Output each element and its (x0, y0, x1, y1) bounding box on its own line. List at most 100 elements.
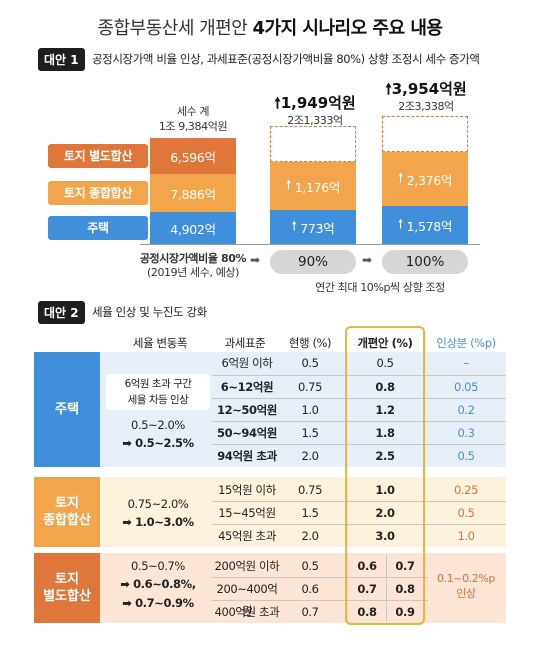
col1-separate-bar: 6,596억 (150, 138, 236, 174)
col2-separate-placeholder (270, 126, 356, 162)
arrow-right-icon: ➡ (250, 253, 261, 267)
proposal-rate-cell: 0.5 (376, 356, 394, 370)
col1-total-label: 세수 계 (176, 105, 210, 118)
table-row: 200억원 이하 0.5 0.6 0.7 (212, 555, 428, 577)
tax-base-cell: 50~94억원 (216, 426, 277, 440)
row-divider (212, 577, 428, 578)
proposal-rate-cell-a: 0.6 (357, 559, 377, 573)
table-row: 6억원 이하 0.5 0.5 – (212, 352, 506, 375)
table-row: 50~94억원 1.5 1.8 0.3 (212, 422, 506, 444)
row-divider (212, 524, 506, 525)
arrow-right-icon: ➡ (122, 596, 136, 610)
arrow-right-icon: ➡ (122, 515, 136, 529)
current-rate-cell: 0.5 (301, 356, 319, 370)
col3-increase: 🠕3,954억원 (385, 80, 467, 98)
aggregate-rows: 15억원 이하 0.75 1.0 0.25 15~45억원 1.5 2.0 0.… (212, 479, 506, 547)
arrow-right-icon: ➡ (120, 577, 134, 591)
up-arrow-icon: 🠕 (385, 80, 392, 98)
proposal-column-highlight (345, 326, 425, 625)
increase-cell: 0.5 (457, 506, 475, 520)
up-arrow-icon: 🠕 (291, 217, 301, 233)
current-rate-cell: 1.5 (301, 506, 319, 520)
row-divider (212, 375, 506, 376)
col3-separate-placeholder (382, 116, 468, 152)
separate-increase-line1: 0.1~0.2%p (436, 572, 496, 585)
row-divider (212, 600, 428, 601)
col3-total: 2조3,338억 (398, 100, 454, 113)
tax-base-cell: 6억원 이하 (221, 356, 273, 370)
legend-housing: 주택 (48, 216, 148, 240)
separate-category: 토지 별도합산 (34, 553, 100, 623)
increase-cell: 0.25 (453, 483, 478, 497)
proposal-rate-cell: 2.0 (375, 506, 395, 520)
separate-section-bg (34, 553, 506, 623)
increase-cell: 0.05 (453, 380, 478, 394)
page-title: 종합부동산세 개편안 4가지 시나리오 주요 내용 (97, 18, 443, 39)
tax-base-cell: 200억원 이하 (214, 559, 280, 573)
current-rate-cell: 0.75 (297, 380, 322, 394)
row-divider (212, 398, 506, 399)
pill-100: 100% (382, 250, 468, 274)
table-row: 94억원 초과 2.0 2.5 0.5 (212, 445, 506, 467)
tax-base-cell: 45억원 초과 (218, 529, 276, 543)
legend-land-separate: 토지 별도합산 (48, 144, 148, 168)
current-rate-cell: 0.5 (301, 559, 319, 573)
proposal-rate-cell-b: 0.9 (395, 605, 415, 619)
plan2-badge: 대안 2 (38, 301, 85, 324)
chart-baseline (140, 244, 480, 245)
row-divider (212, 501, 506, 502)
col1-aggregate-bar: 7,886억 (150, 174, 236, 212)
housing-note-line1: 6억원 초과 구간 (124, 378, 192, 390)
up-arrow-icon: 🠕 (274, 94, 281, 112)
col3-housing-bar: 🠕 1,578억 (382, 206, 468, 244)
proposal-rate-cell-a: 0.7 (357, 582, 377, 596)
current-rate-cell: 0.75 (297, 483, 322, 497)
up-arrow-icon: 🠕 (285, 176, 295, 192)
table-row: 6~12억원 0.75 0.8 0.05 (212, 376, 506, 398)
separate-range-old: 0.5~0.7% (131, 559, 185, 573)
proposal-rate-cell: 1.8 (375, 426, 395, 440)
separate-range-new2: ➡ 0.7~0.9% (122, 596, 194, 610)
separate-rows: 200억원 이하 0.5 0.6 0.7 200~400억원 0.6 0.7 0… (212, 555, 428, 623)
increase-cell: 0.5 (457, 449, 475, 463)
proposal-rate-cell: 1.2 (375, 403, 395, 417)
current-rate-cell: 1.5 (301, 426, 319, 440)
col3-aggregate-bar: 🠕 2,376억 (382, 152, 468, 206)
axis-label-base: 공정시장가액비율 80% (139, 252, 247, 265)
tax-base-cell: 94억원 초과 (217, 449, 277, 463)
col2-housing-bar: 🠕 773억 (270, 210, 356, 244)
current-rate-cell: 0.6 (301, 582, 319, 596)
housing-rows: 6억원 이하 0.5 0.5 – 6~12억원 0.75 0.8 0.05 12… (212, 352, 506, 467)
separate-increase-line2: 인상 (456, 587, 476, 600)
increase-cell: 0.3 (457, 426, 475, 440)
row-divider (212, 421, 506, 422)
current-rate-cell: 2.0 (301, 529, 319, 543)
housing-note: 6억원 초과 구간 세율 차등 인상 (106, 374, 210, 410)
proposal-split-divider (386, 555, 387, 621)
header-proposal: 개편안 (%) (357, 336, 413, 350)
current-rate-cell: 0.7 (301, 605, 319, 619)
table-row: 12~50억원 1.0 1.2 0.2 (212, 399, 506, 421)
increase-cell: – (463, 356, 469, 370)
header-increase: 인상분 (%p) (436, 336, 496, 350)
proposal-rate-cell-b: 0.7 (395, 559, 415, 573)
aggregate-category: 토지 종합합산 (34, 477, 100, 547)
increase-cell: 1.0 (457, 529, 475, 543)
header-tax-base: 과세표준 (224, 336, 266, 350)
housing-range-new: ➡ 0.5~2.5% (122, 436, 194, 450)
table-row: 400억원 초과 0.7 0.8 0.9 (212, 601, 428, 623)
separate-increase: 0.1~0.2%p 인상 (428, 571, 504, 601)
arrow-right-icon: ➡ (362, 253, 373, 267)
tax-base-cell: 400억원 초과 (214, 605, 280, 619)
pill-90: 90% (270, 250, 356, 274)
increase-cell: 0.2 (457, 403, 475, 417)
housing-category: 주택 (34, 352, 100, 467)
col2-increase: 🠕1,949억원 (274, 94, 356, 112)
tax-base-cell: 15~45억원 (218, 506, 276, 520)
proposal-rate-cell: 0.8 (375, 380, 395, 394)
table-row: 200~400억원 0.6 0.7 0.8 (212, 578, 428, 618)
plan1-description: 공정시장가액 비율 인상, 과세표준(공정시장가액비율 80%) 상향 조정시 … (92, 52, 480, 66)
housing-note-line2: 세율 차등 인상 (127, 394, 189, 406)
col2-total: 2조1,333억 (287, 114, 343, 127)
aggregate-section-bg (34, 477, 506, 547)
